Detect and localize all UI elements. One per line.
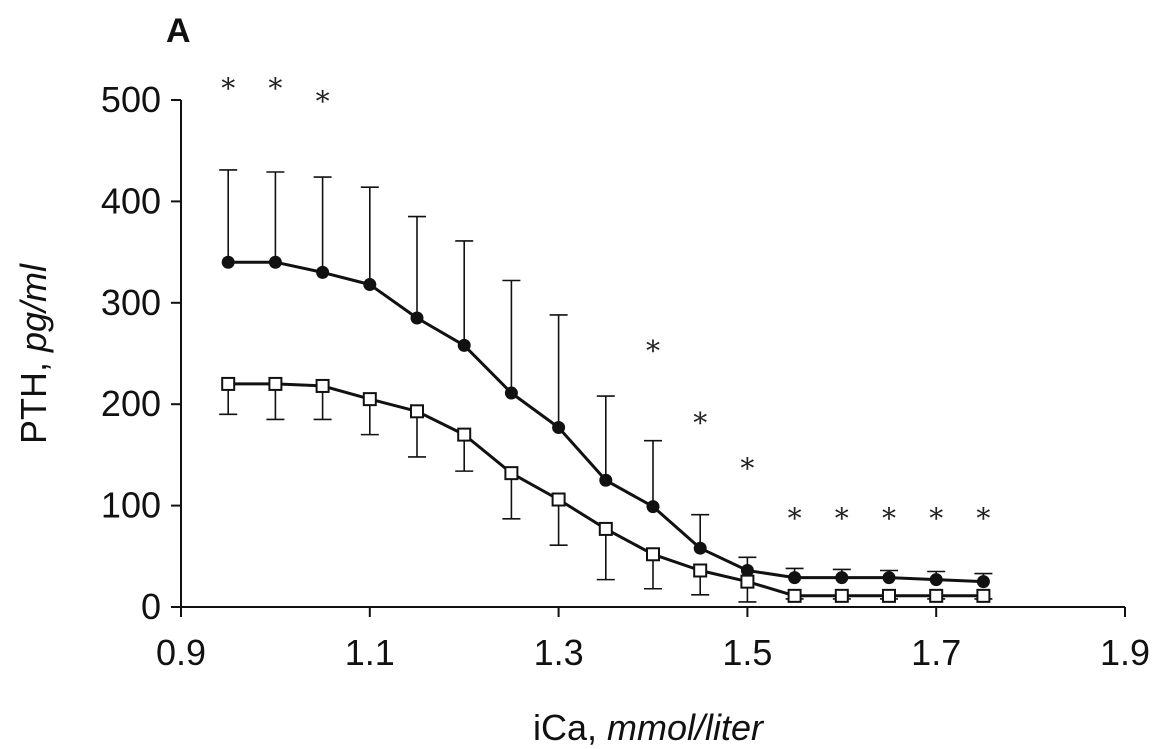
significance-asterisk: *	[316, 85, 330, 118]
significance-asterisk: *	[882, 502, 896, 535]
filled-circle-marker	[835, 571, 849, 585]
filled-circle-marker	[929, 573, 943, 587]
significance-asterisk: *	[740, 452, 754, 485]
y-tick-label: 0	[141, 586, 161, 627]
filled-circle-marker	[410, 311, 424, 325]
filled-circle-marker	[268, 255, 282, 269]
significance-asterisk: *	[646, 334, 660, 367]
filled-circle-marker	[221, 255, 235, 269]
x-tick-label: 1.3	[534, 632, 584, 673]
x-tick-label: 1.9	[1100, 632, 1150, 673]
open-square-marker	[315, 378, 330, 393]
open-square-marker	[221, 376, 236, 391]
x-tick-label: 1.1	[345, 632, 395, 673]
open-square-marker	[457, 427, 472, 442]
filled-circle-marker	[363, 278, 377, 292]
y-axis-ticks: 0 100 200 300 400 500	[101, 79, 181, 627]
y-tick-label: 400	[101, 180, 161, 221]
filled-circle-marker	[788, 571, 802, 585]
filled-circle-marker	[457, 338, 471, 352]
significance-asterisk: *	[693, 406, 707, 439]
x-axis-title: iCa, mmol/liter	[533, 707, 765, 748]
axes	[180, 100, 1125, 608]
significance-asterisk: *	[788, 502, 802, 535]
filled-circle-marker	[646, 500, 660, 514]
open-square-marker	[362, 392, 377, 407]
significance-asterisk: *	[976, 502, 990, 535]
significance-asterisk: *	[221, 72, 235, 105]
open-square-marker	[740, 574, 755, 589]
series-markers	[221, 255, 991, 603]
open-square-marker	[787, 588, 802, 603]
open-square-marker	[834, 588, 849, 603]
x-tick-label: 1.5	[722, 632, 772, 673]
open-square-marker	[410, 404, 424, 419]
open-square-marker	[693, 563, 708, 578]
open-square-marker	[551, 492, 566, 507]
open-square-marker	[646, 547, 660, 562]
y-tick-label: 300	[101, 282, 161, 323]
open-square-marker	[598, 521, 613, 536]
x-tick-label: 1.7	[911, 632, 961, 673]
y-axis-title: PTH, pg/ml	[13, 263, 54, 444]
filled-circle-marker	[504, 386, 518, 400]
significance-asterisk: *	[835, 502, 849, 535]
y-tick-label: 200	[101, 383, 161, 424]
x-axis-ticks: 0.9 1.1 1.3 1.5 1.7 1.9	[156, 607, 1150, 673]
filled-circle-marker	[316, 265, 330, 279]
filled-circle-marker	[693, 541, 707, 555]
significance-asterisk: *	[268, 72, 282, 105]
filled-circle-marker	[599, 473, 613, 487]
y-tick-label: 100	[101, 485, 161, 526]
open-square-marker	[929, 588, 944, 603]
filled-circle-marker	[976, 575, 990, 589]
error-bars	[219, 169, 993, 603]
filled-circle-marker	[552, 421, 566, 435]
filled-circle-marker	[882, 571, 896, 585]
open-square-marker	[882, 588, 896, 603]
open-square-marker	[504, 466, 519, 481]
y-tick-label: 500	[101, 79, 161, 120]
filled-circle-marker	[740, 563, 754, 577]
significance-asterisk: *	[929, 502, 943, 535]
open-square-marker	[976, 588, 991, 603]
significance-markers: * * * * * * * * * * *	[221, 72, 990, 535]
open-square-marker	[268, 376, 283, 391]
x-tick-label: 0.9	[156, 632, 206, 673]
panel-label: A	[166, 12, 191, 50]
